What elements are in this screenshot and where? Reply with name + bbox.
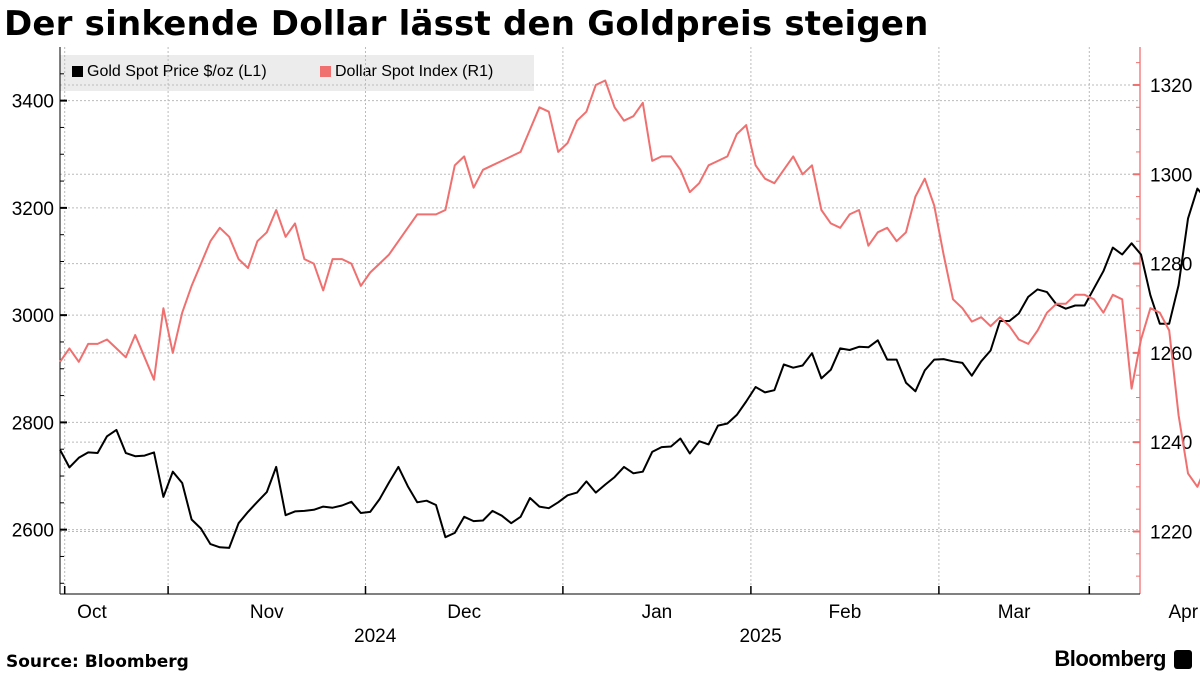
year-label-2024: 2024 bbox=[354, 626, 397, 647]
x-tick-label-feb: Feb bbox=[829, 602, 862, 623]
x-tick-label-nov: Nov bbox=[250, 602, 284, 623]
x-tick-label-apr: Apr bbox=[1169, 602, 1199, 623]
x-tick-label-jan: Jan bbox=[642, 602, 673, 623]
tick-labels: 2600280030003200340012201240126012801300… bbox=[12, 76, 1199, 647]
series-lines bbox=[59, 79, 1200, 549]
legend-label-gold: Gold Spot Price $/oz (L1) bbox=[87, 63, 267, 80]
right-tick-label: 1320 bbox=[1150, 76, 1192, 97]
right-tick-label: 1300 bbox=[1150, 165, 1192, 186]
bloomberg-logo-icon bbox=[1174, 650, 1192, 669]
series-line-dollar bbox=[59, 79, 1200, 488]
legend-label-dollar: Dollar Spot Index (R1) bbox=[335, 63, 494, 80]
series-line-gold bbox=[59, 187, 1200, 549]
left-tick-label: 3400 bbox=[12, 92, 54, 113]
legend-swatch-dollar bbox=[320, 66, 331, 77]
year-label-2025: 2025 bbox=[739, 626, 781, 647]
right-tick-label: 1220 bbox=[1150, 522, 1192, 543]
left-tick-label: 2600 bbox=[12, 521, 54, 542]
x-tick-label-oct: Oct bbox=[77, 602, 107, 623]
legend-swatch-gold bbox=[72, 66, 83, 77]
right-tick-label: 1240 bbox=[1150, 433, 1192, 454]
left-tick-label: 2800 bbox=[12, 413, 54, 434]
x-tick-label-mar: Mar bbox=[998, 602, 1031, 623]
right-tick-label: 1280 bbox=[1150, 255, 1192, 276]
axes bbox=[59, 47, 1141, 595]
chart-legend: Gold Spot Price $/oz (L1) Dollar Spot In… bbox=[60, 55, 534, 91]
bloomberg-logo: Bloomberg bbox=[1054, 646, 1166, 671]
legend-entry-gold: Gold Spot Price $/oz (L1) bbox=[72, 63, 267, 81]
legend-entry-dollar: Dollar Spot Index (R1) bbox=[320, 63, 493, 81]
source-note: Source: Bloomberg bbox=[6, 652, 189, 672]
x-tick-label-dec: Dec bbox=[447, 602, 481, 623]
chart-title: Der sinkende Dollar lässt den Goldpreis … bbox=[4, 4, 929, 44]
left-tick-label: 3000 bbox=[12, 306, 54, 327]
left-tick-label: 3200 bbox=[12, 199, 54, 220]
grid-lines bbox=[60, 47, 1140, 594]
